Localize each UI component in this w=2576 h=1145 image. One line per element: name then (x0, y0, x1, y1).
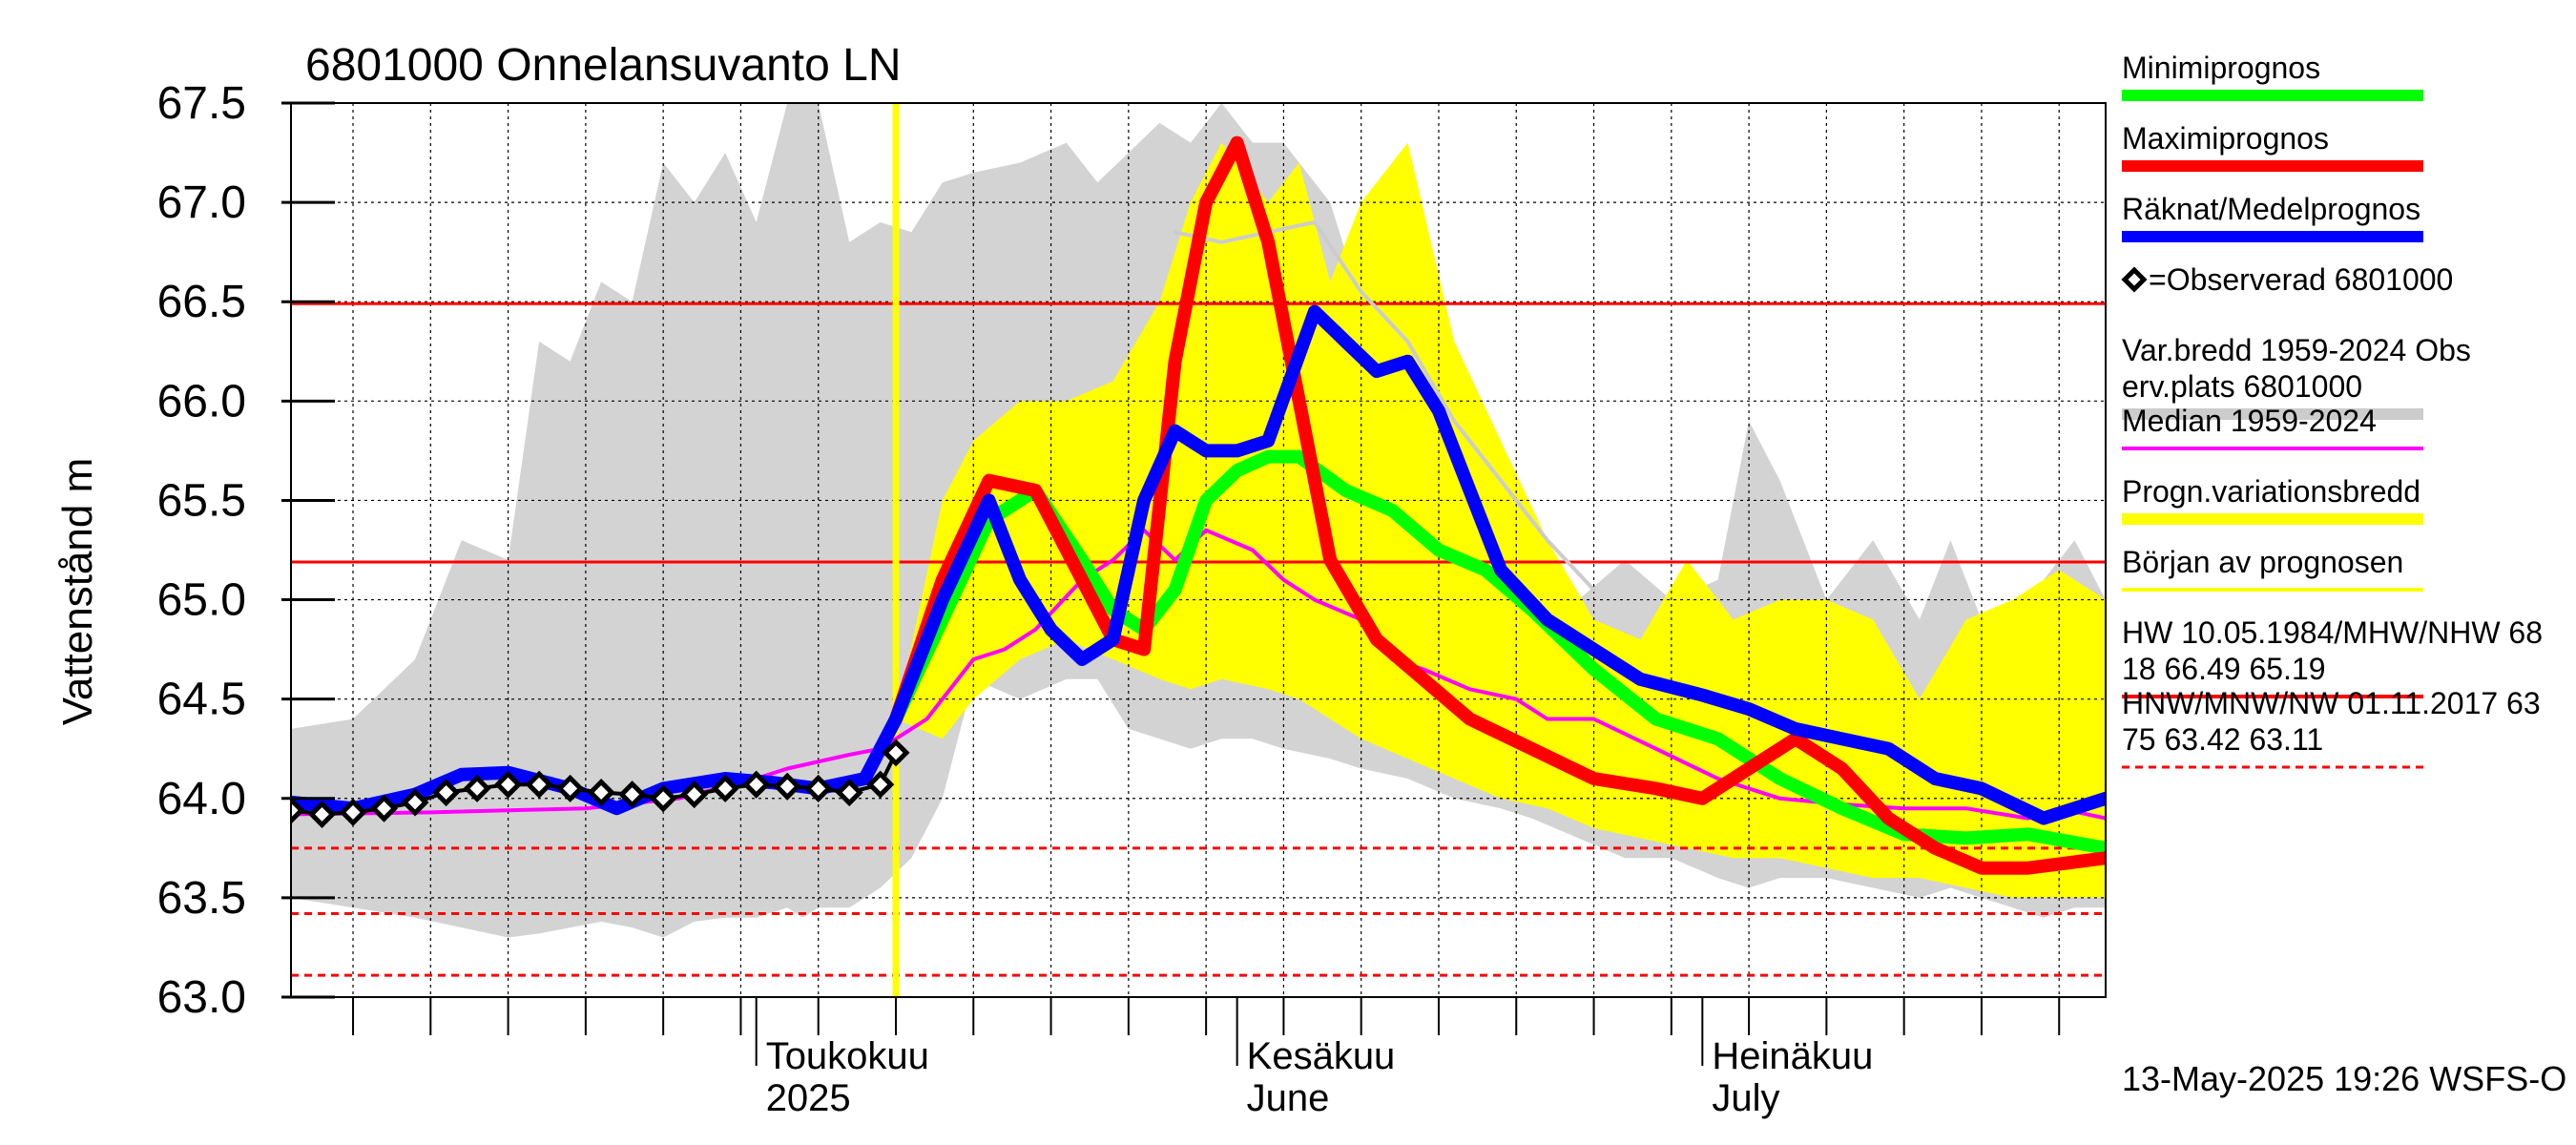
y-tick-label: 64.5 (157, 675, 246, 725)
chart-title: 6801000 Onnelansuvanto LN (305, 40, 902, 91)
series-maximiprognos (889, 135, 2106, 875)
observed-point (494, 770, 523, 799)
observed-point (804, 774, 833, 802)
observed-point (773, 772, 801, 801)
forecast-range-band (896, 142, 2106, 898)
y-tick-label: 65.0 (157, 575, 246, 626)
x-month-label: Heinäkuu (1712, 1035, 1873, 1077)
legend-label: Progn.variationsbredd (2122, 474, 2420, 509)
legend-label-cont: 75 63.42 63.11 (2122, 722, 2323, 757)
plot-frame (290, 102, 2107, 998)
y-tick-label: 65.5 (157, 475, 246, 526)
observed-point (525, 770, 553, 799)
observed-point (835, 778, 863, 807)
y-tick-label: 66.0 (157, 376, 246, 427)
observed-point (291, 796, 305, 824)
series-lines (291, 135, 2106, 875)
x-month-sublabel: June (1247, 1077, 1330, 1119)
y-tick-label: 66.5 (157, 277, 246, 327)
legend-marker (2121, 266, 2148, 293)
x-month-sublabel: July (1712, 1077, 1779, 1119)
observed-point (556, 774, 585, 802)
footer-timestamp: 13-May-2025 19:26 WSFS-O (2122, 1059, 2566, 1098)
grid (291, 103, 2106, 997)
y-tick-label: 67.0 (157, 177, 246, 228)
legend-label-cont: 18 66.49 65.19 (2122, 652, 2326, 686)
legend-label: Var.bredd 1959-2024 Obs (2122, 333, 2471, 367)
observed-point (463, 774, 491, 802)
y-axis-label: Vattenstånd m (54, 458, 101, 725)
observed-point (649, 784, 677, 813)
legend: Minimiprognos Maximiprognos Räknat/Medelpr… (2121, 51, 2543, 769)
legend-label: Början av prognosen (2122, 545, 2403, 579)
legend-label: Maximiprognos (2122, 121, 2329, 156)
observed-point (711, 774, 739, 802)
axes: 63.0 63.5 64.0 64.5 65.0 65.5 66.0 66.5 67.0 67.5… (157, 78, 2061, 1119)
legend-label: Minimiprognos (2122, 51, 2320, 85)
x-month-label: Kesäkuu (1247, 1035, 1396, 1077)
reference-lines (291, 302, 2106, 977)
observed-point (680, 781, 709, 809)
legend-label: Räknat/Medelprognos (2122, 192, 2420, 226)
legend-label: HNW/MNW/NW 01.11.2017 63 (2122, 686, 2541, 720)
y-tick-label: 67.5 (157, 78, 246, 129)
observed-point (866, 770, 895, 799)
observed-point (339, 798, 367, 826)
y-tick-label: 63.5 (157, 873, 246, 924)
legend-label: HW 10.05.1984/MHW/NHW 68 (2122, 615, 2543, 650)
x-month-sublabel: 2025 (766, 1077, 851, 1119)
y-tick-label: 64.0 (157, 774, 246, 824)
observed-point (307, 800, 337, 828)
observed-point (882, 739, 910, 767)
x-month-label: Toukokuu (766, 1035, 929, 1077)
observed-point (401, 788, 429, 817)
legend-label: =Observerad 6801000 (2149, 262, 2453, 297)
series-median-1959-2024 (291, 528, 2106, 821)
observed-point (742, 770, 771, 799)
series-var-bredd-1959-2024-obs-erv-plats-6801000 (1173, 219, 1596, 593)
legend-label-cont: erv.plats 6801000 (2122, 369, 2362, 404)
observed-point (432, 778, 461, 807)
observed-point (618, 781, 647, 809)
plot-area (290, 102, 2107, 998)
series-minimiprognos (889, 449, 2106, 855)
observed-point (587, 778, 615, 807)
observed-point (370, 794, 399, 822)
y-tick-label: 63.0 (157, 972, 246, 1023)
legend-label: Median 1959-2024 (2122, 404, 2377, 438)
